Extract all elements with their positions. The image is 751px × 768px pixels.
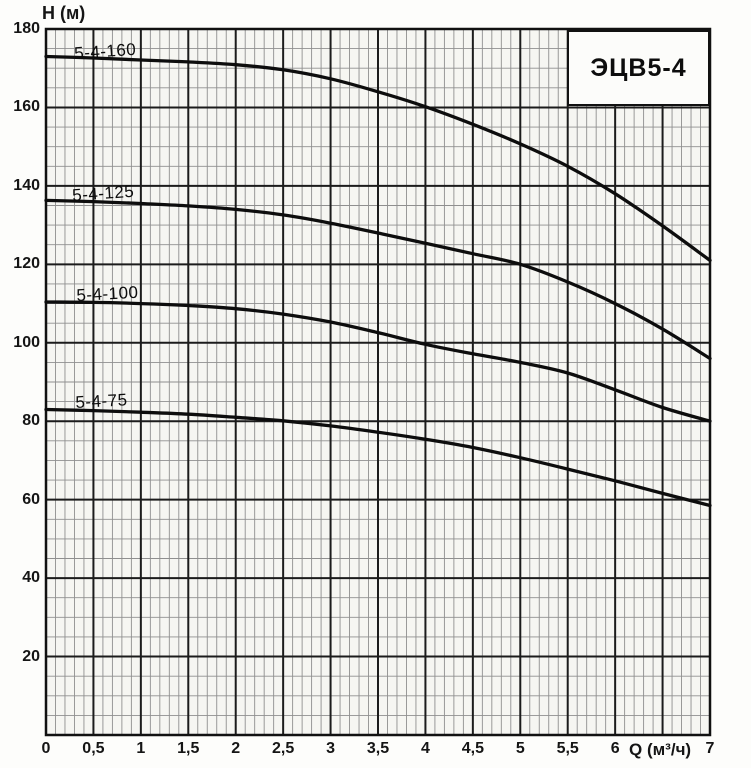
y-tick-label: 20 — [22, 647, 40, 665]
plot-border — [44, 27, 712, 737]
curve-5-4-75 — [44, 407, 712, 508]
x-tick-label: 5 — [515, 740, 525, 757]
y-tick-label: 120 — [13, 255, 40, 273]
x-tick-label: 1 — [136, 740, 146, 757]
x-tick-label: 6 — [610, 740, 620, 757]
x-tick-label: 4 — [420, 740, 430, 757]
y-axis-title: H (м) — [42, 3, 86, 23]
x-tick-label: 2,5 — [272, 740, 295, 757]
x-axis-title: Q (м³/ч) — [629, 740, 692, 759]
y-tick-label: 40 — [22, 569, 40, 587]
x-tick-label: 2 — [231, 740, 241, 757]
x-tick-label: 3,5 — [366, 740, 390, 757]
x-tick-label: 5,5 — [556, 740, 579, 757]
series-title-box: ЭЦВ5-4 — [567, 30, 710, 106]
x-tick-label: 7 — [705, 740, 715, 757]
y-tick-label: 180 — [13, 20, 40, 37]
curve-label-5-4-100: 5-4-100 — [75, 282, 139, 306]
y-tick-label: 160 — [13, 98, 40, 116]
y-tick-label: 80 — [22, 412, 40, 430]
x-tick-label: 0,5 — [82, 740, 105, 757]
curve-5-4-160 — [44, 54, 712, 263]
curve-5-4-100 — [44, 300, 712, 423]
grid-major — [46, 29, 710, 735]
y-tick-label: 60 — [22, 490, 40, 508]
x-tick-label: 3 — [326, 740, 336, 757]
y-tick-label: 140 — [13, 176, 40, 194]
x-tick-label: 1,5 — [177, 740, 200, 757]
y-tick-label: 100 — [13, 333, 40, 351]
x-tick-label: 4,5 — [461, 740, 484, 757]
x-tick-label: 0 — [41, 740, 51, 757]
curve-5-4-125 — [44, 198, 712, 361]
curve-label-5-4-75: 5-4-75 — [74, 390, 129, 413]
